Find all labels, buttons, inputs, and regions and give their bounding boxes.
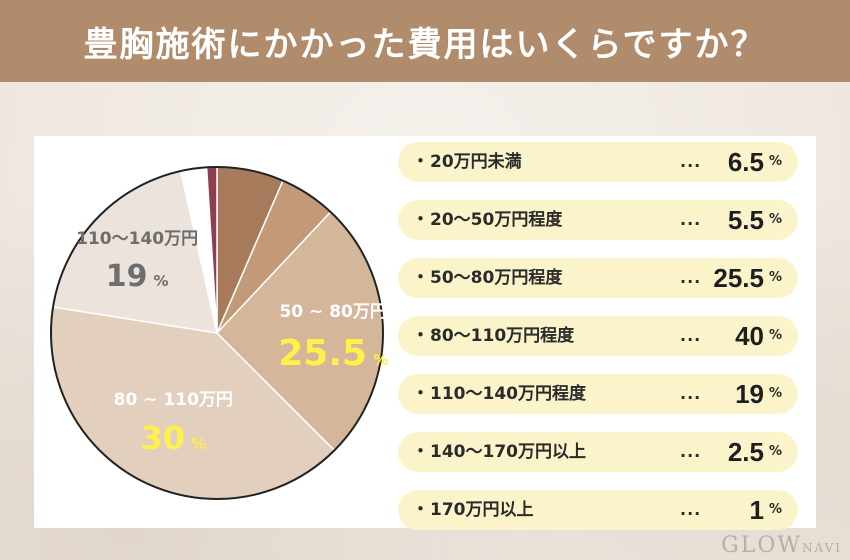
legend-bullet: ・	[412, 500, 429, 520]
legend-value: 40	[735, 321, 764, 351]
legend-bullet: ・	[412, 152, 429, 172]
legend-unit: %	[768, 212, 782, 227]
header-bar: 豊胸施術にかかった費用はいくらですか？	[0, 0, 850, 82]
legend-dots: ...	[680, 210, 702, 229]
legend-value: 19	[735, 379, 764, 409]
legend-value: 5.5	[727, 205, 764, 235]
legend-row: ・ 140〜170万円以上... 2.5%	[398, 432, 798, 472]
legend-row: ・ 110〜140万円程度... 19%	[398, 374, 798, 414]
legend-label: 110〜140万円程度	[430, 384, 586, 404]
legend-unit: %	[768, 328, 782, 343]
legend-unit: %	[768, 154, 782, 169]
pie-label-name: 50 ~ 80万円	[279, 302, 386, 322]
logo: GLOWNAVI	[721, 533, 842, 558]
legend-row: ・ 20〜50万円程度... 5.5%	[398, 200, 798, 240]
legend-label: 50〜80万円程度	[430, 268, 563, 288]
pie-label-name: 80 ~ 110万円	[114, 390, 233, 410]
legend-label: 20〜50万円程度	[430, 210, 563, 230]
legend-row: ・ 170万円以上... 1%	[398, 490, 798, 530]
legend-row: ・ 80〜110万円程度... 40%	[398, 316, 798, 356]
legend-dots: ...	[680, 442, 702, 461]
legend-unit: %	[768, 444, 782, 459]
legend-value: 2.5	[727, 437, 764, 467]
legend-label: 80〜110万円程度	[430, 326, 575, 346]
legend-label: 20万円未満	[430, 152, 522, 172]
legend-dots: ...	[680, 500, 702, 519]
legend-value: 25.5	[713, 263, 764, 293]
legend-unit: %	[768, 270, 782, 285]
legend-dots: ...	[680, 268, 702, 287]
pie-label-name: 110〜140万円	[76, 229, 198, 249]
legend-dots: ...	[680, 152, 702, 171]
legend-row: ・ 50〜80万円程度... 25.5%	[398, 258, 798, 298]
legend-value: 6.5	[727, 147, 764, 177]
legend-label: 170万円以上	[430, 500, 534, 520]
legend-bullet: ・	[412, 442, 429, 462]
legend-bullet: ・	[412, 326, 429, 346]
legend-bullet: ・	[412, 268, 429, 288]
legend-bullet: ・	[412, 384, 429, 404]
page-title: 豊胸施術にかかった費用はいくらですか？	[83, 24, 767, 65]
pie-label-value: 25.5%	[278, 333, 388, 374]
legend-bullet: ・	[412, 210, 429, 230]
legend-row: ・ 20万円未満... 6.5%	[398, 142, 798, 182]
legend-label: 140〜170万円以上	[430, 442, 586, 462]
legend-unit: %	[768, 502, 782, 517]
pie-outline	[50, 166, 384, 500]
legend-value: 1	[749, 495, 764, 525]
pie-label-value: 30%	[141, 419, 207, 457]
legend-unit: %	[768, 386, 782, 401]
pie-label-value: 19%	[106, 259, 169, 294]
legend-dots: ...	[680, 384, 702, 403]
legend-dots: ...	[680, 326, 702, 345]
